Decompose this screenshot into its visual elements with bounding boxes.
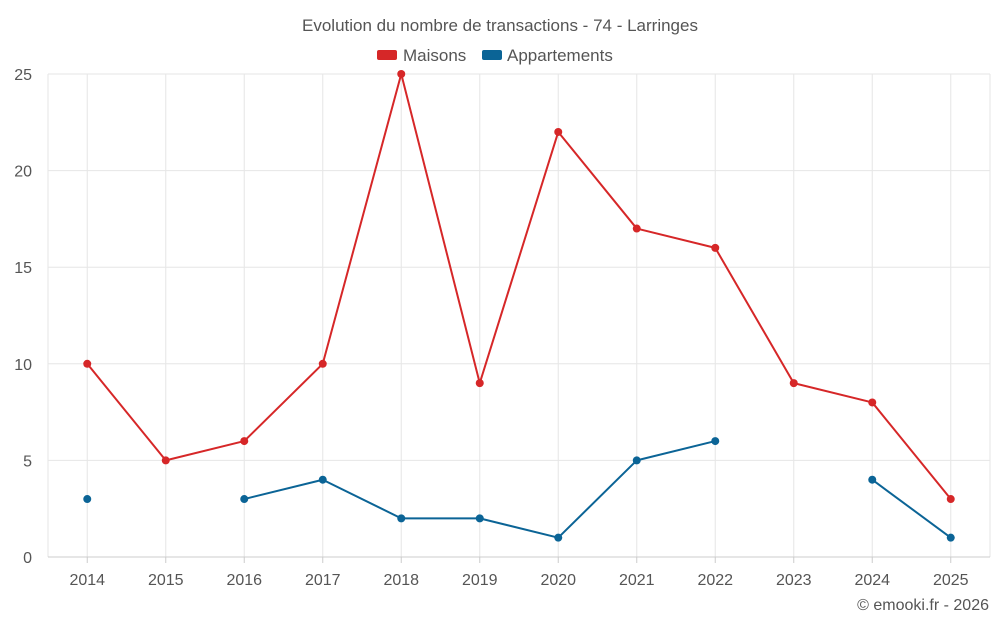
y-tick-label: 5 <box>23 453 32 470</box>
y-tick-label: 0 <box>23 550 32 567</box>
data-point-appartements[interactable] <box>711 437 720 446</box>
legend-label-appartements: Appartements <box>507 46 613 65</box>
series <box>83 70 955 542</box>
y-tick-label: 10 <box>14 357 32 374</box>
data-point-appartements[interactable] <box>397 514 406 523</box>
data-point-maisons[interactable] <box>554 127 563 136</box>
x-tick-label: 2021 <box>619 572 655 589</box>
y-tick-label: 20 <box>14 164 32 181</box>
y-tick-label: 15 <box>14 260 32 277</box>
grid <box>47 73 991 557</box>
x-tick-label: 2020 <box>540 572 576 589</box>
chart-title: Evolution du nombre de transactions - 74… <box>302 16 698 35</box>
x-tick-label: 2016 <box>226 572 262 589</box>
legend: Maisons Appartements <box>377 46 613 65</box>
data-point-maisons[interactable] <box>711 243 720 252</box>
data-point-maisons[interactable] <box>397 70 406 78</box>
data-point-maisons[interactable] <box>868 398 877 407</box>
series-appartements <box>83 437 955 542</box>
x-tick-label: 2023 <box>776 572 812 589</box>
data-point-maisons[interactable] <box>161 456 170 465</box>
data-point-appartements[interactable] <box>554 533 563 542</box>
series-line-appartements <box>871 478 952 539</box>
data-point-appartements[interactable] <box>946 533 955 542</box>
series-maisons <box>83 70 955 504</box>
legend-swatch-maisons <box>377 50 397 60</box>
data-point-maisons[interactable] <box>632 224 641 233</box>
x-tick-label: 2018 <box>383 572 419 589</box>
x-tick-label: 2022 <box>697 572 733 589</box>
data-point-maisons[interactable] <box>83 359 92 368</box>
data-point-appartements[interactable] <box>240 495 249 504</box>
series-line-maisons <box>86 73 952 500</box>
data-point-maisons[interactable] <box>946 495 955 504</box>
data-point-appartements[interactable] <box>475 514 484 523</box>
data-point-maisons[interactable] <box>789 379 798 388</box>
data-point-maisons[interactable] <box>240 437 249 446</box>
legend-swatch-appartements <box>482 50 502 60</box>
legend-item-maisons[interactable]: Maisons <box>377 46 466 65</box>
x-tick-label: 2025 <box>933 572 969 589</box>
x-tick-label: 2015 <box>148 572 184 589</box>
copyright-footer: © emooki.fr - 2026 <box>857 597 989 614</box>
x-tick-label: 2014 <box>69 572 105 589</box>
legend-item-appartements[interactable]: Appartements <box>482 46 613 65</box>
legend-label-maisons: Maisons <box>403 46 466 65</box>
data-point-appartements[interactable] <box>632 456 641 465</box>
data-point-appartements[interactable] <box>83 495 92 504</box>
data-point-maisons[interactable] <box>475 379 484 388</box>
data-point-maisons[interactable] <box>318 359 327 368</box>
x-tick-label: 2024 <box>854 572 890 589</box>
data-point-appartements[interactable] <box>318 475 327 484</box>
y-tick-label: 25 <box>14 67 32 84</box>
x-tick-label: 2019 <box>462 572 498 589</box>
x-tick-label: 2017 <box>305 572 341 589</box>
data-point-appartements[interactable] <box>868 475 877 484</box>
